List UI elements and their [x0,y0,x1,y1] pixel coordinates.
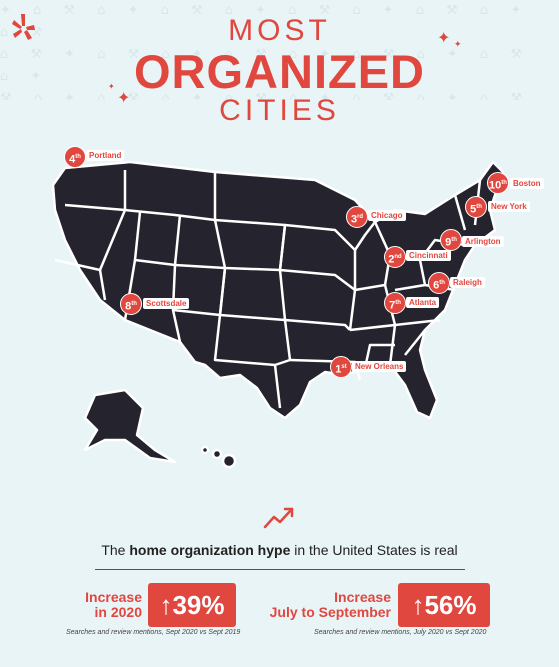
city-label: Arlington [462,236,504,247]
city-marker[interactable]: 7th [384,292,406,314]
rank-badge: 8th [120,293,142,315]
stat-value-badge: ↑39% [148,583,236,627]
city-label: New York [488,201,530,212]
city-label: Cincinnati [406,250,451,261]
city-marker[interactable]: 6th [428,272,450,294]
city-label: Portland [86,150,125,161]
city-marker[interactable]: 10th [487,172,509,194]
trend-up-arrow-icon [263,507,294,529]
stat-note: Searches and review mentions, July 2020 … [314,629,487,636]
city-label: Atlanta [406,297,440,308]
city-label: Chicago [368,210,406,221]
city-label: Raleigh [450,277,485,288]
title-line-most: MOST [228,14,331,47]
city-marker[interactable]: 8th [120,293,142,315]
city-marker[interactable]: 3rd [346,206,368,228]
city-marker[interactable]: 1st [330,356,352,378]
sparkle-icon: ✦ [108,82,115,91]
stat-value-badge: ↑56% [398,583,490,627]
stat-label: Increase July to September [269,589,391,620]
divider [95,569,465,570]
sparkle-icon: ✦ [437,28,451,47]
rank-badge: 5th [465,196,487,218]
subtitle: The home organization hype in the United… [101,542,458,558]
city-label: Scottsdale [143,298,190,309]
rank-badge: 10th [487,172,509,194]
sparkle-icon: ✦ [454,40,462,50]
sparkle-icon: ✦ [117,88,131,107]
rank-badge: 6th [428,272,450,294]
stat-label: Increase in 2020 [85,589,142,620]
us-map [51,160,505,469]
rank-badge: 3rd [346,206,368,228]
city-label: Boston [510,178,544,189]
city-marker[interactable]: 9th [440,229,462,251]
background-pattern: ✦ ⌂ ⚒ ⌂ ✦ ⌂ ⚒ ⌂ ✦ ⌂ ⚒ ⌂ ✦ ⌂ ⚒ ⌂ ✦ ⌂ ⚒ ⌂ … [0,3,531,100]
rank-badge: 7th [384,292,406,314]
yelp-burst-icon [12,14,35,40]
city-label: New Orleans [352,361,407,372]
title-line-organized: ORGANIZED [134,45,425,98]
stat-note: Searches and review mentions, Sept 2020 … [66,629,241,636]
city-marker[interactable]: 2nd [384,246,406,268]
city-marker[interactable]: 4th [64,146,86,168]
rank-badge: 4th [64,146,86,168]
rank-badge: 1st [330,356,352,378]
title-line-cities: CITIES [219,94,340,127]
rank-badge: 2nd [384,246,406,268]
city-marker[interactable]: 5th [465,196,487,218]
rank-badge: 9th [440,229,462,251]
